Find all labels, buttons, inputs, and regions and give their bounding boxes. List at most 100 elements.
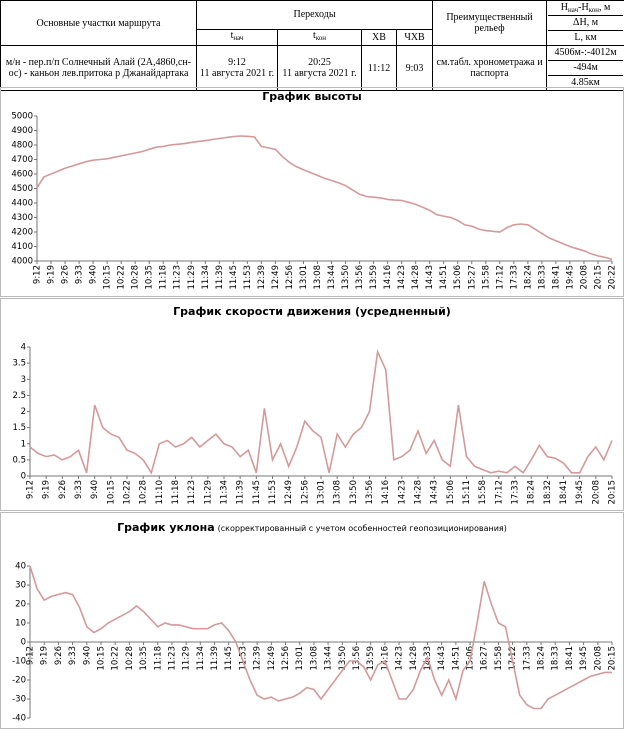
- x-tick-label: 9:12: [26, 480, 36, 499]
- header-line: ΔH, м: [548, 16, 624, 31]
- x-tick-label: 13:44: [327, 265, 337, 290]
- text: , м: [598, 2, 611, 13]
- y-tick-label: 0.5: [12, 455, 26, 465]
- x-tick-label: 10:22: [117, 265, 127, 290]
- y-tick-label: 0: [21, 638, 26, 648]
- x-tick-label: 17:33: [522, 646, 532, 671]
- x-tick-label: 13:50: [341, 265, 351, 290]
- x-tick-label: 9:12: [33, 265, 43, 284]
- x-tick-label: 17:12: [508, 646, 518, 671]
- title: График высоты: [262, 90, 362, 103]
- x-tick-label: 13:08: [309, 646, 319, 671]
- x-tick-label: 14:43: [437, 646, 447, 671]
- cell: 20:25 11 августа 2021 г.: [277, 45, 362, 91]
- x-tick-label: 15:11: [462, 480, 472, 505]
- cell: 4506м-:-4012м -494м 4.85км: [546, 45, 624, 91]
- x-tick-label: 18:24: [523, 265, 533, 290]
- x-tick-label: 9:19: [42, 480, 52, 499]
- text: 11 августа 2021 г.: [282, 68, 357, 79]
- y-tick-label: 4000: [11, 257, 33, 267]
- y-tick-label: 0: [21, 472, 26, 482]
- y-tick-label: -30: [12, 695, 26, 705]
- x-tick-label: 11:29: [182, 646, 192, 671]
- x-tick-label: 13:56: [355, 265, 365, 290]
- x-tick-label: 18:33: [537, 265, 547, 290]
- x-tick-label: 11:23: [167, 646, 177, 671]
- text: кон: [588, 6, 599, 14]
- x-tick-label: 13:56: [365, 480, 375, 505]
- text: -H: [578, 2, 589, 13]
- y-tick-label: 4: [21, 343, 26, 353]
- x-tick-label: 15:06: [446, 480, 456, 505]
- title: График уклона: [117, 521, 215, 534]
- y-tick-label: -40: [12, 714, 26, 724]
- y-tick-label: 4300: [11, 213, 33, 223]
- x-tick-label: 9:12: [26, 646, 36, 665]
- text: кон: [315, 34, 327, 43]
- route-table: Основные участки маршрута Переходы Преим…: [0, 0, 624, 91]
- x-tick-label: 9:40: [82, 646, 92, 665]
- x-tick-label: 13:50: [338, 646, 348, 671]
- x-tick-label: 9:33: [68, 646, 78, 665]
- x-tick-label: 14:33: [423, 646, 433, 671]
- y-tick-label: 2: [21, 407, 26, 417]
- x-tick-label: 13:08: [313, 265, 323, 290]
- x-tick-label: 14:16: [381, 480, 391, 505]
- x-tick-label: 11:39: [210, 646, 220, 671]
- x-tick-label: 20:15: [593, 265, 603, 290]
- x-tick-label: 10:15: [96, 646, 106, 671]
- cell: 9:03: [395, 45, 434, 91]
- x-tick-label: 11:45: [229, 265, 239, 290]
- x-tick-label: 11:34: [220, 480, 230, 505]
- x-tick-label: 12:39: [253, 646, 263, 671]
- title: График скорости движения (усредненный): [173, 305, 451, 318]
- x-tick-label: 19:45: [579, 646, 589, 671]
- text: 11 августа 2021 г.: [199, 68, 275, 79]
- x-tick-label: 11:45: [224, 646, 234, 671]
- x-tick-label: 10:28: [139, 480, 149, 505]
- x-tick-label: 13:44: [324, 646, 334, 671]
- x-tick-label: 20:08: [593, 646, 603, 671]
- x-tick-label: 18:41: [565, 646, 575, 671]
- x-tick-label: 18:33: [551, 646, 561, 671]
- x-tick-label: 11:53: [243, 265, 253, 290]
- x-tick-label: 15:58: [478, 480, 488, 505]
- x-tick-label: 11:53: [268, 480, 278, 505]
- x-tick-label: 10:35: [145, 265, 155, 290]
- x-tick-label: 19:45: [575, 480, 585, 505]
- x-tick-label: 11:34: [201, 265, 211, 290]
- header-line: Hнач-Hкон, м: [548, 1, 624, 16]
- x-tick-label: 18:41: [551, 265, 561, 290]
- x-tick-label: 14:16: [383, 265, 393, 290]
- x-tick-label: 16:27: [480, 646, 490, 671]
- x-tick-label: 20:22: [608, 265, 618, 290]
- y-tick-label: 1: [21, 439, 26, 449]
- x-tick-label: 12:49: [271, 265, 281, 290]
- header-cell: tнач: [196, 28, 278, 47]
- x-tick-label: 12:39: [257, 265, 267, 290]
- x-tick-label: 9:19: [40, 646, 50, 665]
- x-tick-label: 9:26: [58, 480, 68, 499]
- x-tick-label: 18:32: [543, 480, 553, 505]
- x-tick-label: 19:45: [565, 265, 575, 290]
- cell: 11:12: [361, 45, 397, 91]
- x-tick-label: 13:01: [317, 480, 327, 505]
- header-cell: ХВ: [361, 28, 397, 47]
- x-tick-label: 14:51: [439, 265, 449, 290]
- x-tick-label: 11:39: [236, 480, 246, 505]
- subtitle: (скорректированный с учетом особенностей…: [218, 524, 507, 533]
- y-tick-label: 40: [15, 562, 26, 572]
- x-tick-label: 9:19: [47, 265, 57, 284]
- x-tick-label: 10:15: [103, 265, 113, 290]
- y-tick-label: -10: [12, 657, 26, 667]
- x-tick-label: 11:18: [153, 646, 163, 671]
- x-tick-label: 9:33: [75, 265, 85, 284]
- x-tick-label: 14:43: [425, 265, 435, 290]
- x-tick-label: 13:01: [299, 265, 309, 290]
- header-cell: Преимущественный рельеф: [432, 0, 548, 46]
- y-tick-label: 4100: [11, 242, 33, 252]
- data-line: [29, 565, 612, 710]
- text: 4506м-:-4012м: [548, 46, 624, 61]
- x-tick-label: 20:15: [608, 646, 618, 671]
